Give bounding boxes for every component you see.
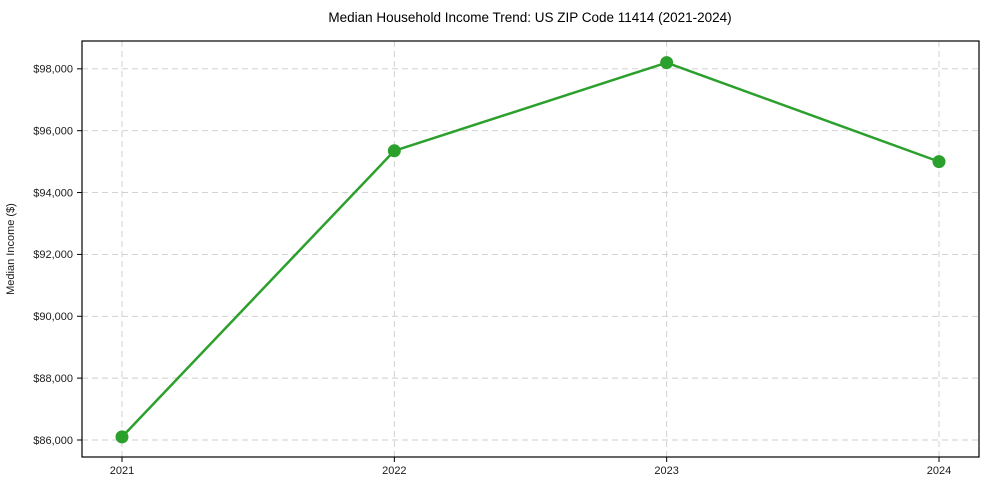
y-tick-label: $90,000 [33,311,73,323]
x-tick-label: 2023 [654,465,678,477]
y-tick-label: $96,000 [33,125,73,137]
y-tick-label: $92,000 [33,249,73,261]
x-tick-label: 2021 [110,465,134,477]
plot-border [81,40,980,458]
chart-title: Median Household Income Trend: US ZIP Co… [328,10,731,25]
y-tick-label: $86,000 [33,435,73,447]
data-point [387,144,401,158]
plot-area: $86,000 $88,000 $90,000 $92,000 $94,000 $96,0… [33,40,980,477]
y-tick-label: $94,000 [33,187,73,199]
data-point [932,155,946,169]
y-axis-label: Median Income ($) [5,203,17,295]
data-point [115,430,129,444]
data-point [660,56,674,70]
y-tick-label: $88,000 [33,373,73,385]
y-tick-label: $98,000 [33,64,73,76]
trend-line [120,61,941,439]
x-tick-label: 2024 [927,465,951,477]
x-tick-label: 2022 [382,465,406,477]
